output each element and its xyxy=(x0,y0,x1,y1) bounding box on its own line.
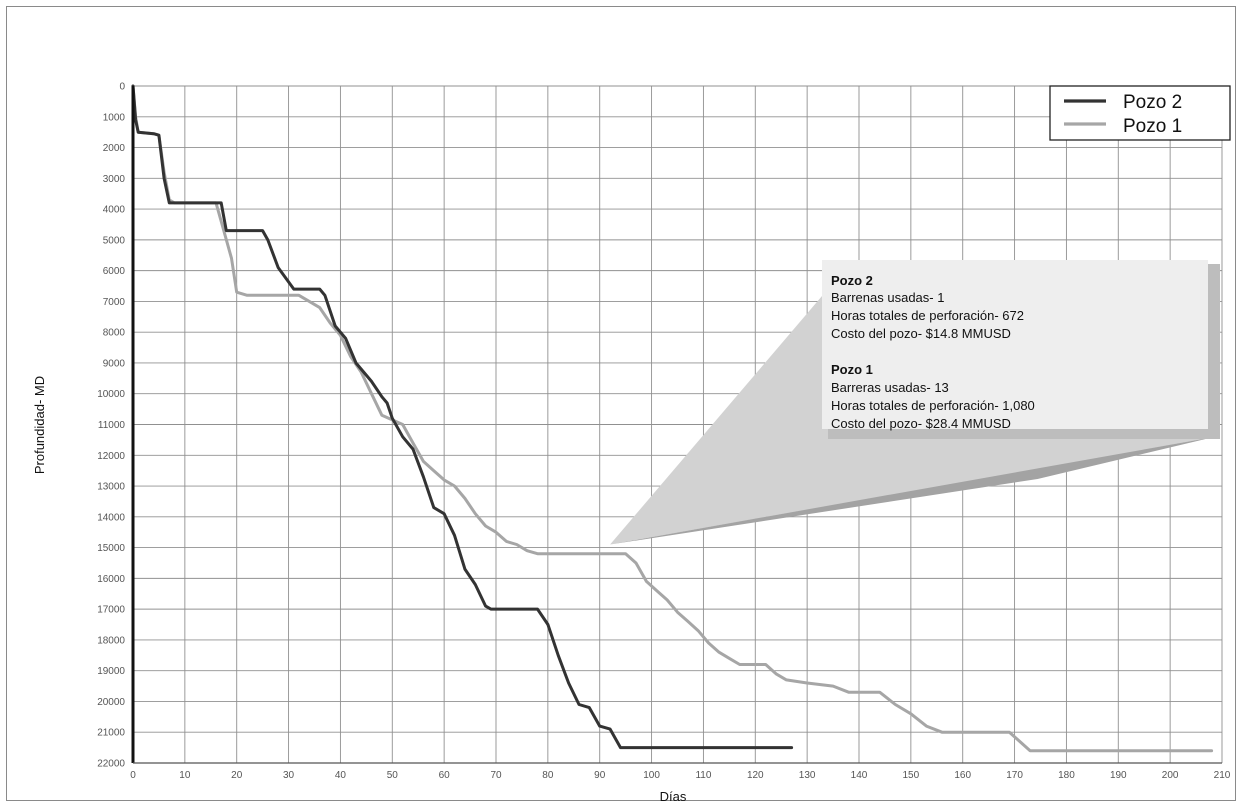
x-tick-label: 20 xyxy=(231,770,243,781)
x-tick-label: 90 xyxy=(594,770,606,781)
y-tick-label: 8000 xyxy=(103,328,126,339)
x-tick-label: 10 xyxy=(179,770,191,781)
y-tick-label: 19000 xyxy=(97,666,125,677)
series-line-pozo-1 xyxy=(131,84,1214,753)
y-tick-label: 3000 xyxy=(103,174,126,185)
x-tick-label: 100 xyxy=(643,770,660,781)
annotation-pozo1-title: Pozo 1 xyxy=(831,362,873,377)
y-tick-label: 4000 xyxy=(103,205,126,216)
x-tick-label: 180 xyxy=(1058,770,1075,781)
annotation-pozo2-cost: Costo del pozo- $14.8 MMUSD xyxy=(831,326,1011,341)
x-tick-label: 200 xyxy=(1162,770,1179,781)
y-tick-labels: 0 1000 2000 3000 4000 5000 6000 7000 8000 9000 100… xyxy=(97,82,125,770)
axis-lines xyxy=(131,86,1222,764)
callout-pointer-lower xyxy=(610,437,1214,545)
y-tick-label: 7000 xyxy=(103,297,126,308)
x-tick-label: 70 xyxy=(490,770,502,781)
annotation-pozo1-cost: Costo del pozo- $28.4 MMUSD xyxy=(831,416,1011,431)
y-tick-label: 9000 xyxy=(103,358,126,369)
annotation-pozo2-bits: Barrenas usadas- 1 xyxy=(831,290,944,305)
x-tick-label: 140 xyxy=(851,770,868,781)
x-tick-labels: 0 10 20 30 40 50 60 70 80 90 100 110 120 130 140 150 160… xyxy=(130,770,1231,781)
y-tick-label: 5000 xyxy=(103,235,126,246)
legend-box xyxy=(1049,85,1231,141)
y-tick-label: 13000 xyxy=(97,482,125,493)
x-tick-label: 40 xyxy=(335,770,347,781)
legend: Pozo 2 Pozo 1 xyxy=(1049,85,1231,141)
x-tick-label: 0 xyxy=(130,770,136,781)
legend-label-pozo2: Pozo 2 xyxy=(1123,92,1182,113)
y-axis-title: Profundidad- MD xyxy=(32,376,47,474)
y-tick-label: 12000 xyxy=(97,451,125,462)
x-tick-label: 110 xyxy=(695,770,711,781)
y-tick-label: 22000 xyxy=(97,759,125,770)
legend-label-pozo1: Pozo 1 xyxy=(1123,116,1182,137)
series-line-pozo-2 xyxy=(131,84,794,750)
annotation-pozo1-hours: Horas totales de perforación- 1,080 xyxy=(831,398,1035,413)
y-tick-label: 21000 xyxy=(97,728,125,739)
series-layer xyxy=(131,84,1214,753)
x-tick-label: 160 xyxy=(954,770,971,781)
annotation-callout: Pozo 2 Barrenas usadas- 1 Horas totales … xyxy=(610,260,1220,545)
x-tick-label: 210 xyxy=(1214,770,1231,781)
annotation-pozo1-bits: Barreras usadas- 13 xyxy=(831,380,949,395)
x-tick-label: 150 xyxy=(903,770,920,781)
annotation-pozo2-title: Pozo 2 xyxy=(831,273,873,288)
x-axis-title: Días xyxy=(660,789,687,804)
x-tick-label: 30 xyxy=(283,770,295,781)
x-tick-label: 120 xyxy=(747,770,764,781)
y-tick-label: 20000 xyxy=(97,697,125,708)
x-tick-label: 80 xyxy=(542,770,554,781)
callout-box xyxy=(822,260,1208,429)
y-tick-label: 16000 xyxy=(97,574,125,585)
annotation-pozo2-hours: Horas totales de perforación- 672 xyxy=(831,308,1024,323)
y-tick-label: 17000 xyxy=(97,605,125,616)
y-tick-label: 14000 xyxy=(97,512,125,523)
x-tick-label: 60 xyxy=(439,770,451,781)
x-tick-label: 170 xyxy=(1006,770,1023,781)
x-tick-label: 50 xyxy=(387,770,399,781)
y-tick-label: 15000 xyxy=(97,543,125,554)
y-tick-label: 10000 xyxy=(97,389,125,400)
y-tick-label: 0 xyxy=(119,82,125,93)
y-tick-label: 6000 xyxy=(103,266,126,277)
x-tick-label: 130 xyxy=(799,770,816,781)
y-tick-label: 2000 xyxy=(103,143,126,154)
y-tick-label: 11000 xyxy=(98,420,126,431)
x-tick-label: 190 xyxy=(1110,770,1127,781)
y-tick-label: 18000 xyxy=(97,635,125,646)
y-tick-label: 1000 xyxy=(103,112,126,123)
